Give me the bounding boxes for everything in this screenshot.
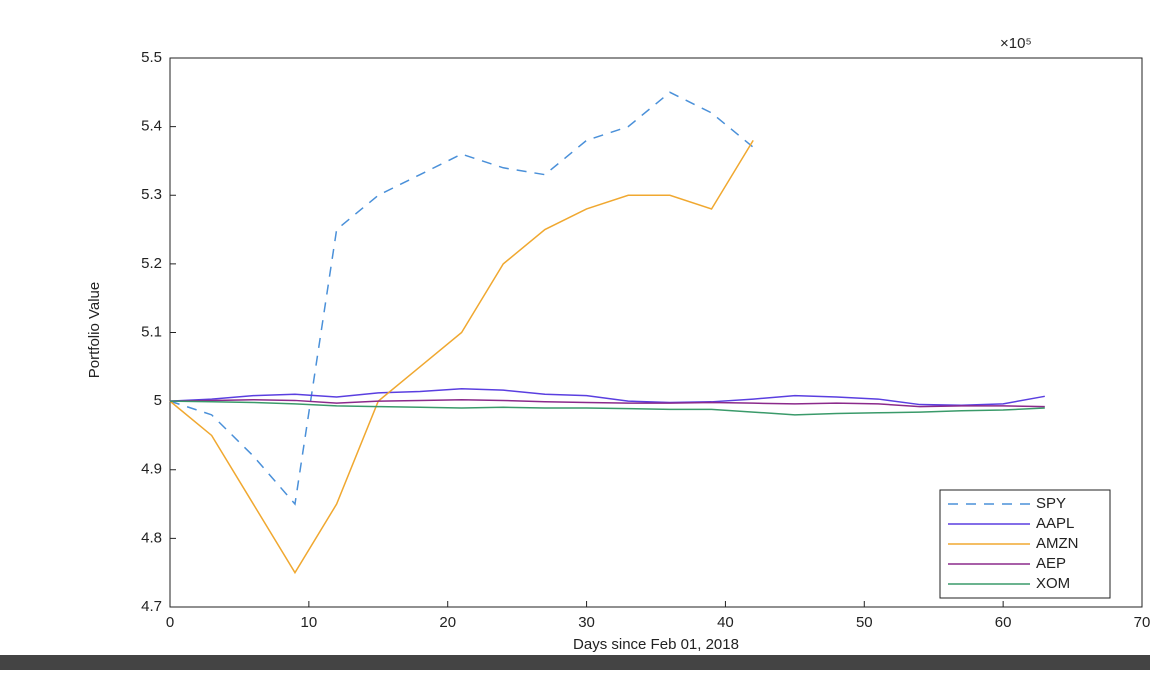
y-axis-label: Portfolio Value <box>86 282 103 378</box>
x-tick-label: 30 <box>578 614 595 631</box>
legend-label: AEP <box>1036 555 1066 572</box>
y-tick-label: 5.4 <box>141 118 162 135</box>
x-tick-label: 60 <box>995 614 1012 631</box>
x-axis-label: Days since Feb 01, 2018 <box>573 636 739 653</box>
y-tick-label: 5 <box>154 392 162 409</box>
series-line <box>169 139 754 575</box>
y-tick-label: 4.9 <box>141 461 162 478</box>
legend-label: AAPL <box>1036 515 1074 532</box>
x-tick-label: 10 <box>301 614 318 631</box>
series-line <box>169 91 754 506</box>
y-tick-label: 5.3 <box>141 186 162 203</box>
bottom-bar <box>0 655 1150 670</box>
y-tick-label: 4.7 <box>141 598 162 615</box>
x-tick-label: 20 <box>439 614 456 631</box>
series-line <box>169 388 1045 406</box>
x-tick-label: 0 <box>166 614 174 631</box>
series-line <box>169 399 1045 408</box>
x-tick-label: 70 <box>1134 614 1151 631</box>
y-tick-label: 5.2 <box>141 255 162 272</box>
x-tick-label: 40 <box>717 614 734 631</box>
y-tick-label: 4.8 <box>141 529 162 546</box>
series-line <box>169 400 1045 416</box>
y-tick-label: 5.5 <box>141 49 162 66</box>
legend-label: SPY <box>1036 495 1066 512</box>
y-tick-label: 5.1 <box>141 323 162 340</box>
exponent-label: ×10⁵ <box>1000 35 1032 52</box>
legend-label: XOM <box>1036 575 1070 592</box>
x-tick-label: 50 <box>856 614 873 631</box>
legend-label: AMZN <box>1036 535 1079 552</box>
